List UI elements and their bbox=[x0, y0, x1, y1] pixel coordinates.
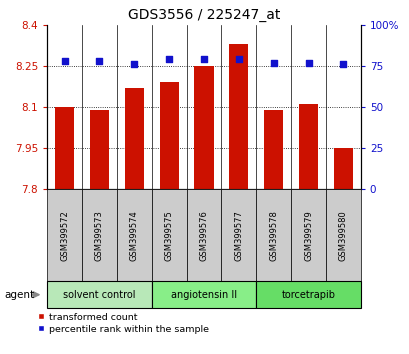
Bar bbox=[290, 189, 325, 281]
Point bbox=[131, 62, 137, 67]
Bar bbox=[117, 189, 151, 281]
Bar bbox=[333, 148, 352, 189]
Bar bbox=[221, 189, 256, 281]
Point bbox=[270, 60, 276, 65]
Bar bbox=[151, 281, 256, 308]
Bar bbox=[47, 281, 151, 308]
Point bbox=[61, 58, 68, 64]
Bar bbox=[298, 104, 317, 189]
Text: solvent control: solvent control bbox=[63, 290, 135, 300]
Legend: transformed count, percentile rank within the sample: transformed count, percentile rank withi… bbox=[38, 313, 208, 333]
Text: GSM399580: GSM399580 bbox=[338, 210, 347, 261]
Text: GSM399577: GSM399577 bbox=[234, 210, 243, 261]
Text: GSM399579: GSM399579 bbox=[303, 210, 312, 261]
Bar bbox=[159, 82, 178, 189]
Bar bbox=[325, 189, 360, 281]
Bar bbox=[263, 110, 283, 189]
Point bbox=[96, 58, 103, 64]
Bar bbox=[151, 189, 186, 281]
Point bbox=[166, 57, 172, 62]
Bar bbox=[90, 110, 109, 189]
Text: torcetrapib: torcetrapib bbox=[281, 290, 335, 300]
Bar bbox=[124, 88, 144, 189]
Bar bbox=[256, 281, 360, 308]
Text: GSM399575: GSM399575 bbox=[164, 210, 173, 261]
Text: GSM399576: GSM399576 bbox=[199, 210, 208, 261]
Text: angiotensin II: angiotensin II bbox=[171, 290, 236, 300]
Text: agent: agent bbox=[4, 290, 34, 300]
Text: GSM399573: GSM399573 bbox=[95, 210, 103, 261]
Bar bbox=[82, 189, 117, 281]
Point bbox=[200, 57, 207, 62]
Bar bbox=[47, 189, 82, 281]
Point bbox=[339, 62, 346, 67]
Bar bbox=[55, 107, 74, 189]
Point bbox=[305, 60, 311, 65]
Bar bbox=[229, 44, 248, 189]
Text: GSM399572: GSM399572 bbox=[60, 210, 69, 261]
Bar bbox=[186, 189, 221, 281]
Bar bbox=[256, 189, 290, 281]
Point bbox=[235, 57, 242, 62]
Title: GDS3556 / 225247_at: GDS3556 / 225247_at bbox=[128, 8, 279, 22]
Text: GSM399578: GSM399578 bbox=[269, 210, 277, 261]
Text: GSM399574: GSM399574 bbox=[130, 210, 138, 261]
Bar bbox=[194, 66, 213, 189]
